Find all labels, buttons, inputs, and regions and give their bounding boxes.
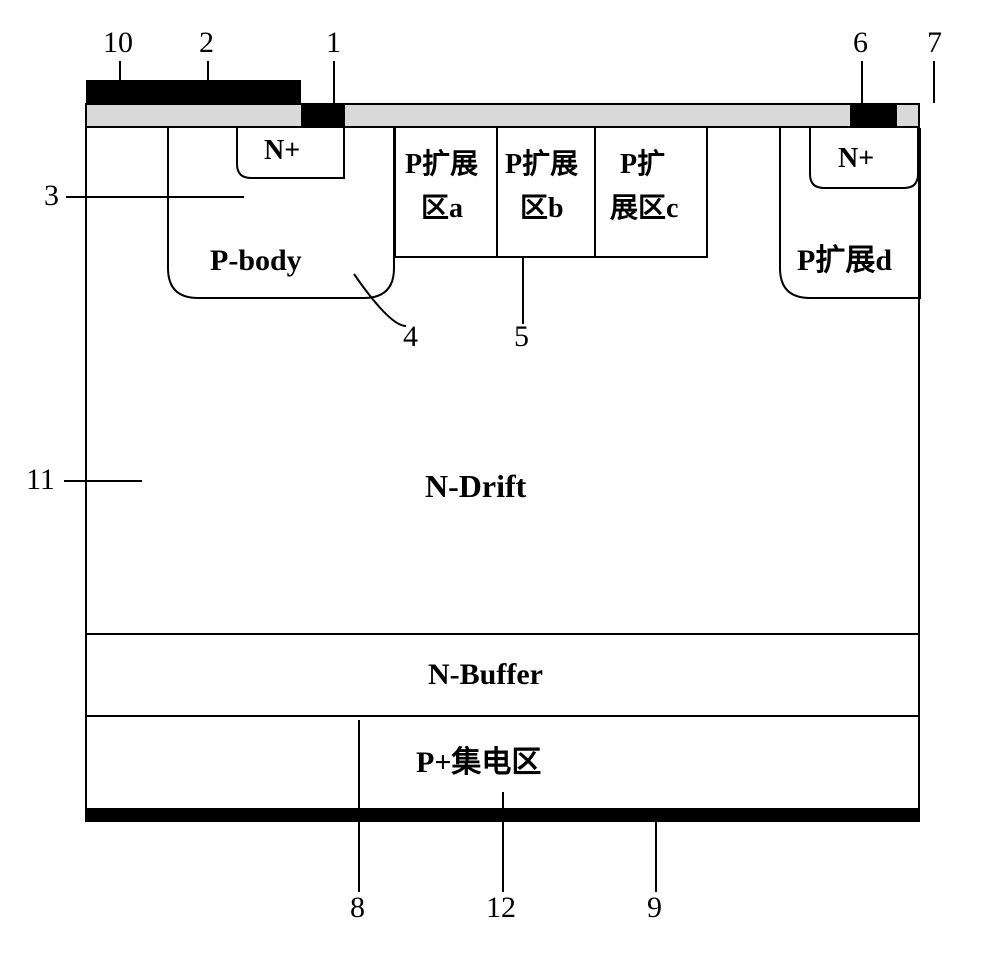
callout-7: 7 (927, 28, 942, 58)
n-drift-label: N-Drift (425, 470, 526, 502)
contact-6 (850, 105, 897, 126)
n-buffer-label: N-Buffer (428, 660, 543, 690)
pext-a-left (394, 128, 396, 258)
p-collector-top (85, 715, 920, 717)
p-ext-a-l2: 区a (421, 195, 463, 223)
p-ext-c-l1: P扩 (620, 151, 665, 179)
contact-1 (301, 105, 345, 126)
pext-bottom (394, 256, 708, 258)
callout-5: 5 (514, 322, 529, 352)
p-ext-b-l1: P扩展 (505, 151, 578, 179)
metal-10 (86, 80, 301, 104)
nplus-left-label: N+ (264, 137, 300, 165)
pext-c-right (706, 128, 708, 258)
callout-12: 12 (486, 893, 516, 923)
p-body-label: P-body (210, 246, 302, 276)
leader-7 (933, 61, 935, 103)
callout-6: 6 (853, 28, 868, 58)
leader-5 (522, 258, 524, 324)
callout-10: 10 (103, 28, 133, 58)
outer-left (85, 104, 87, 810)
callout-3: 3 (44, 181, 59, 211)
callout-9: 9 (647, 893, 662, 923)
leader-11 (64, 480, 142, 482)
nplus-right-label: N+ (838, 145, 874, 173)
leader-8 (358, 720, 360, 892)
p-ext-b-l2: 区b (520, 195, 564, 223)
leader-10 (119, 61, 121, 80)
p-collector-label: P+集电区 (416, 748, 541, 778)
callout-8: 8 (350, 893, 365, 923)
oxide-7 (897, 105, 918, 126)
leader-1 (333, 61, 335, 103)
leader-12 (502, 792, 504, 892)
callout-2: 2 (199, 28, 214, 58)
callout-11: 11 (26, 465, 55, 495)
leader-9 (655, 822, 657, 892)
oxide-mid (345, 105, 850, 126)
leader-4-svg (350, 270, 430, 330)
leader-6 (861, 61, 863, 103)
callout-1: 1 (326, 28, 341, 58)
pext-b-left (496, 128, 498, 258)
n-buffer-top (85, 633, 920, 635)
leader-3 (66, 196, 244, 198)
p-ext-a-l1: P扩展 (405, 151, 478, 179)
p-ext-c-l2: 展区c (610, 195, 678, 223)
p-ext-d-label: P扩展d (797, 246, 892, 276)
pext-c-left (594, 128, 596, 258)
oxide-2 (87, 105, 301, 126)
